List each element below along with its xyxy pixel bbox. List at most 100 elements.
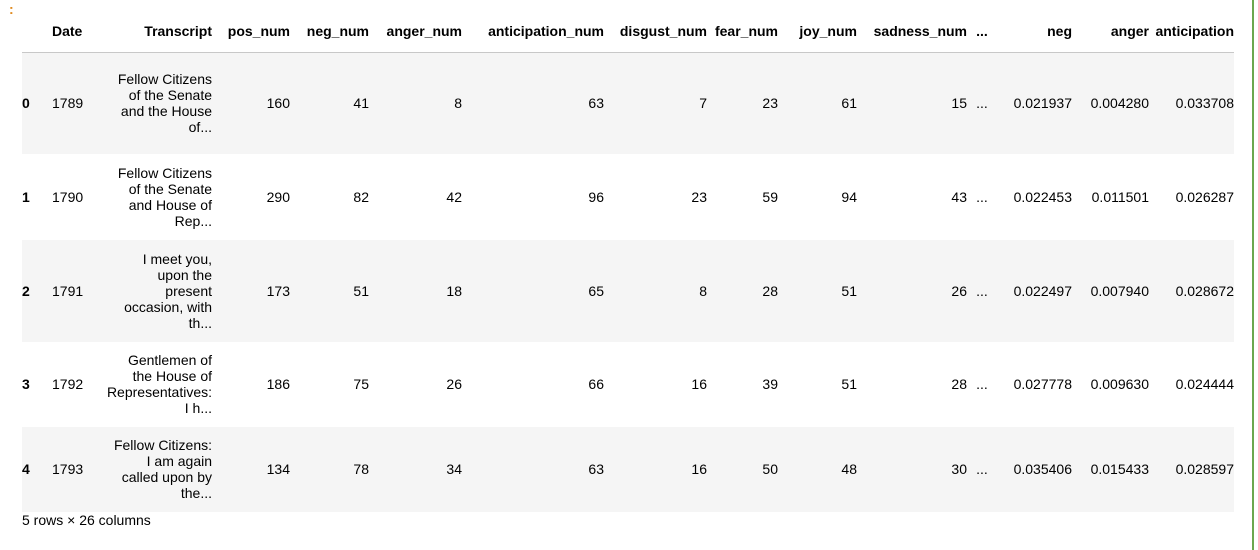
column-header-sadness-num: sadness_num <box>857 14 967 53</box>
cell-anticipation: 0.024444 <box>1175 376 1234 392</box>
cell-anger-num: 8 <box>454 95 462 112</box>
cell-joy-num: 51 <box>841 376 857 392</box>
cell-ellipsis: ... <box>976 188 988 205</box>
cell-anticipation-num: 63 <box>588 95 604 112</box>
cell-anger: 0.011501 <box>1091 188 1149 205</box>
row-index: 4 <box>22 461 30 477</box>
cell-fear-num: 59 <box>762 188 778 205</box>
cell-neg-num: 51 <box>353 282 369 299</box>
cell-anticipation-num: 65 <box>588 282 604 299</box>
cell-pos-num: 186 <box>266 376 290 392</box>
cell-ellipsis: ... <box>976 282 988 299</box>
cell-disgust-num: 23 <box>691 188 707 205</box>
cell-pos-num: 290 <box>266 188 290 205</box>
cell-joy-num: 48 <box>841 461 857 477</box>
column-header-anticipation: anticipation <box>1149 14 1234 53</box>
cell-anger-num: 42 <box>446 188 462 205</box>
cell-anger-num: 26 <box>446 376 462 392</box>
cell-selection-border <box>1252 0 1254 550</box>
column-header-neg: neg <box>997 14 1072 53</box>
cell-disgust-num: 16 <box>691 461 707 477</box>
cell-neg-num: 41 <box>353 95 369 112</box>
row-index: 2 <box>22 282 30 299</box>
cell-transcript: Fellow Citizens of the Senate and House … <box>117 164 212 229</box>
cell-neg: 0.035406 <box>1013 461 1072 477</box>
table-row: 4 1793 Fellow Citizens: I am again calle… <box>22 426 1234 512</box>
row-index: 0 <box>22 95 30 112</box>
cell-pos-num: 173 <box>266 282 290 299</box>
cell-fear-num: 39 <box>762 376 778 392</box>
cell-transcript: Fellow Citizens: I am again called upon … <box>113 437 212 501</box>
cell-ellipsis: ... <box>976 95 988 112</box>
cell-transcript: Gentlemen of the House of Representative… <box>106 352 212 416</box>
cell-anticipation: 0.033708 <box>1175 95 1234 112</box>
cell-anticipation-num: 96 <box>588 188 604 205</box>
cell-joy-num: 94 <box>841 188 857 205</box>
table-row: 0 1789 Fellow Citizens of the Senate and… <box>22 52 1234 154</box>
row-index: 1 <box>22 188 30 205</box>
index-header <box>22 14 52 53</box>
cell-joy-num: 51 <box>841 282 857 299</box>
column-header-pos-num: pos_num <box>212 14 290 53</box>
cell-ellipsis: ... <box>976 461 988 477</box>
cell-fear-num: 28 <box>762 282 778 299</box>
cell-anger: 0.009630 <box>1090 376 1149 392</box>
column-header-neg-num: neg_num <box>290 14 369 53</box>
cell-date: 1793 <box>52 461 84 477</box>
row-index: 3 <box>22 376 30 392</box>
cell-neg: 0.027778 <box>1013 376 1072 392</box>
column-header-disgust-num: disgust_num <box>604 14 707 53</box>
cell-neg: 0.022453 <box>1013 188 1072 205</box>
cell-sadness-num: 26 <box>951 282 967 299</box>
column-header-anger: anger <box>1072 14 1149 53</box>
cell-anger-num: 34 <box>446 461 462 477</box>
dataframe-table: Date Transcript pos_num neg_num anger_nu… <box>22 14 1234 512</box>
column-header-anger-num: anger_num <box>369 14 462 53</box>
cell-sadness-num: 28 <box>951 376 967 392</box>
cell-neg: 0.021937 <box>1013 95 1072 112</box>
cell-joy-num: 61 <box>841 95 857 112</box>
column-header-joy-num: joy_num <box>778 14 857 53</box>
cell-anticipation-num: 66 <box>588 376 604 392</box>
cell-neg-num: 82 <box>353 188 369 205</box>
table-row: 2 1791 I meet you, upon the present occa… <box>22 239 1234 342</box>
cell-anger: 0.007940 <box>1090 282 1149 299</box>
cell-fear-num: 23 <box>762 95 778 112</box>
cell-transcript: I meet you, upon the present occasion, w… <box>124 250 212 331</box>
dataframe-shape-summary: 5 rows × 26 columns <box>22 512 151 528</box>
cell-transcript: Fellow Citizens of the Senate and the Ho… <box>117 71 212 136</box>
cell-anticipation: 0.026287 <box>1175 188 1234 205</box>
column-header-ellipsis: ... <box>967 14 997 53</box>
cell-anticipation-num: 63 <box>588 461 604 477</box>
column-header-date: Date <box>52 14 88 53</box>
cell-prompt-marker: : <box>9 1 14 17</box>
cell-anticipation: 0.028597 <box>1175 461 1234 477</box>
cell-anger-num: 18 <box>446 282 462 299</box>
cell-date: 1790 <box>52 188 84 205</box>
cell-ellipsis: ... <box>976 376 988 392</box>
cell-disgust-num: 7 <box>699 95 707 112</box>
cell-sadness-num: 15 <box>951 95 967 112</box>
cell-pos-num: 134 <box>266 461 290 477</box>
cell-neg-num: 78 <box>353 461 369 477</box>
table-row: 3 1792 Gentlemen of the House of Represe… <box>22 341 1234 427</box>
cell-sadness-num: 30 <box>951 461 967 477</box>
column-header-anticipation-num: anticipation_num <box>462 14 604 53</box>
column-header-fear-num: fear_num <box>707 14 778 53</box>
cell-date: 1791 <box>52 282 84 299</box>
cell-neg-num: 75 <box>353 376 369 392</box>
cell-anger: 0.004280 <box>1090 95 1149 112</box>
table-row: 1 1790 Fellow Citizens of the Senate and… <box>22 153 1234 240</box>
cell-disgust-num: 16 <box>691 376 707 392</box>
cell-date: 1789 <box>52 95 84 112</box>
cell-sadness-num: 43 <box>951 188 967 205</box>
cell-anticipation: 0.028672 <box>1175 282 1234 299</box>
cell-disgust-num: 8 <box>699 282 707 299</box>
cell-neg: 0.022497 <box>1013 282 1072 299</box>
table-header-row: Date Transcript pos_num neg_num anger_nu… <box>22 14 1234 53</box>
cell-fear-num: 50 <box>762 461 778 477</box>
cell-anger: 0.015433 <box>1090 461 1149 477</box>
cell-date: 1792 <box>52 376 84 392</box>
cell-pos-num: 160 <box>266 95 290 112</box>
column-header-transcript: Transcript <box>88 14 212 53</box>
